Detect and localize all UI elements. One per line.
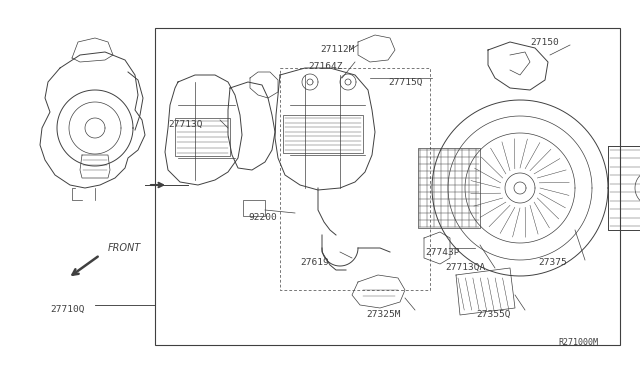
Bar [175,118,230,156]
Text: 27710Q: 27710Q [50,305,84,314]
Bar [418,148,480,228]
Bar [243,200,265,216]
Text: 27619: 27619 [300,258,329,267]
Text: 27375: 27375 [538,258,567,267]
Text: 27355Q: 27355Q [476,310,511,319]
Text: R271000M: R271000M [558,338,598,347]
Text: 27112M: 27112M [320,45,355,54]
Text: 27164Z: 27164Z [308,62,342,71]
Text: 27713Q: 27713Q [168,120,202,129]
Text: FRONT: FRONT [108,243,141,253]
Bar [155,28,620,345]
Text: 92200: 92200 [248,213,276,222]
Text: 27743P: 27743P [425,248,460,257]
Text: 27325M: 27325M [366,310,401,319]
Text: 27715Q: 27715Q [388,78,422,87]
Bar [283,115,363,153]
Text: 27713QA: 27713QA [445,263,485,272]
Text: 27150: 27150 [530,38,559,47]
